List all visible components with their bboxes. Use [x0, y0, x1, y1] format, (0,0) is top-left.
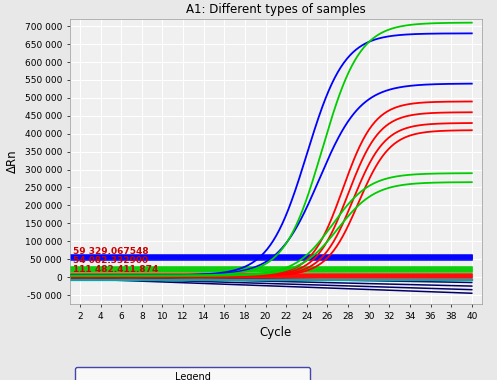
Text: 59 329.067548: 59 329.067548: [73, 247, 148, 256]
Y-axis label: ΔRn: ΔRn: [6, 150, 19, 173]
Title: A1: Different types of samples: A1: Different types of samples: [186, 3, 366, 16]
Text: 54 082.332900: 54 082.332900: [73, 256, 148, 265]
X-axis label: Cycle: Cycle: [260, 326, 292, 339]
Legend: A1*05, A1*02, A1*03: A1*05, A1*02, A1*03: [75, 367, 310, 380]
Text: 111 482.411.874: 111 482.411.874: [73, 265, 158, 274]
